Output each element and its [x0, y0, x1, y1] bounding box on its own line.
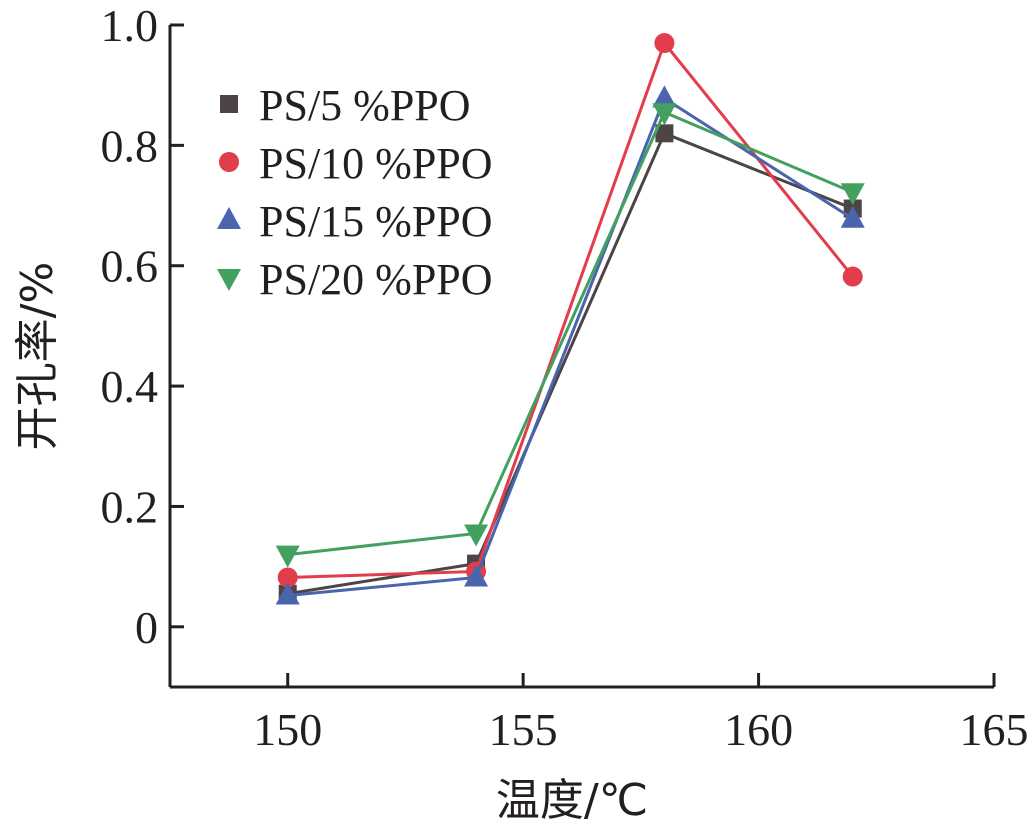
y-axis-title: 开孔率/%: [12, 262, 63, 451]
x-tick-label: 160: [724, 704, 793, 755]
legend-item-2: PS/10 %PPO: [219, 139, 493, 188]
series-line: [287, 131, 854, 596]
data-point: [654, 33, 675, 54]
series-layer: [275, 33, 865, 605]
series-line: [287, 110, 854, 557]
legend-marker: [220, 95, 238, 113]
legend: PS/5 %PPO PS/10 %PPO PS/15 %PPO PS/20 %PPO: [217, 81, 493, 304]
x-tick-label: 165: [960, 704, 1029, 755]
data-point: [275, 545, 300, 568]
legend-marker: [219, 152, 239, 172]
legend-marker: [217, 207, 241, 229]
series-3: [275, 85, 865, 605]
y-tick-label: 1.0: [101, 0, 159, 51]
data-point: [842, 266, 863, 287]
series-line: [287, 96, 854, 598]
legend-item-4: PS/20 %PPO: [217, 255, 493, 304]
legend-item-1: PS/5 %PPO: [220, 81, 471, 130]
data-point: [275, 582, 300, 605]
data-point: [840, 183, 865, 206]
data-point: [655, 124, 674, 143]
y-tick-label: 0: [135, 602, 158, 653]
axes: 0 0.2 0.4 0.6 0.8 1.0 150 155 160 165: [101, 0, 1029, 755]
y-tick-label: 0.2: [101, 481, 159, 532]
x-tick-label: 155: [489, 704, 558, 755]
data-point: [840, 205, 865, 228]
series-4: [275, 103, 865, 568]
data-point: [652, 85, 677, 108]
y-tick-label: 0.4: [101, 361, 159, 412]
x-axis-title: 温度/℃: [496, 775, 648, 823]
y-tick-label: 0.8: [101, 120, 159, 171]
data-point: [652, 103, 677, 126]
legend-label: PS/5 %PPO: [259, 81, 471, 130]
x-tick-label: 150: [253, 704, 322, 755]
legend-item-3: PS/15 %PPO: [217, 197, 493, 246]
y-tick-label: 0.6: [101, 241, 159, 292]
legend-marker: [217, 269, 241, 291]
legend-label: PS/10 %PPO: [259, 139, 493, 188]
legend-label: PS/20 %PPO: [259, 255, 493, 304]
legend-label: PS/15 %PPO: [259, 197, 493, 246]
data-point: [464, 564, 489, 587]
data-point: [277, 567, 298, 588]
data-point: [464, 524, 489, 547]
